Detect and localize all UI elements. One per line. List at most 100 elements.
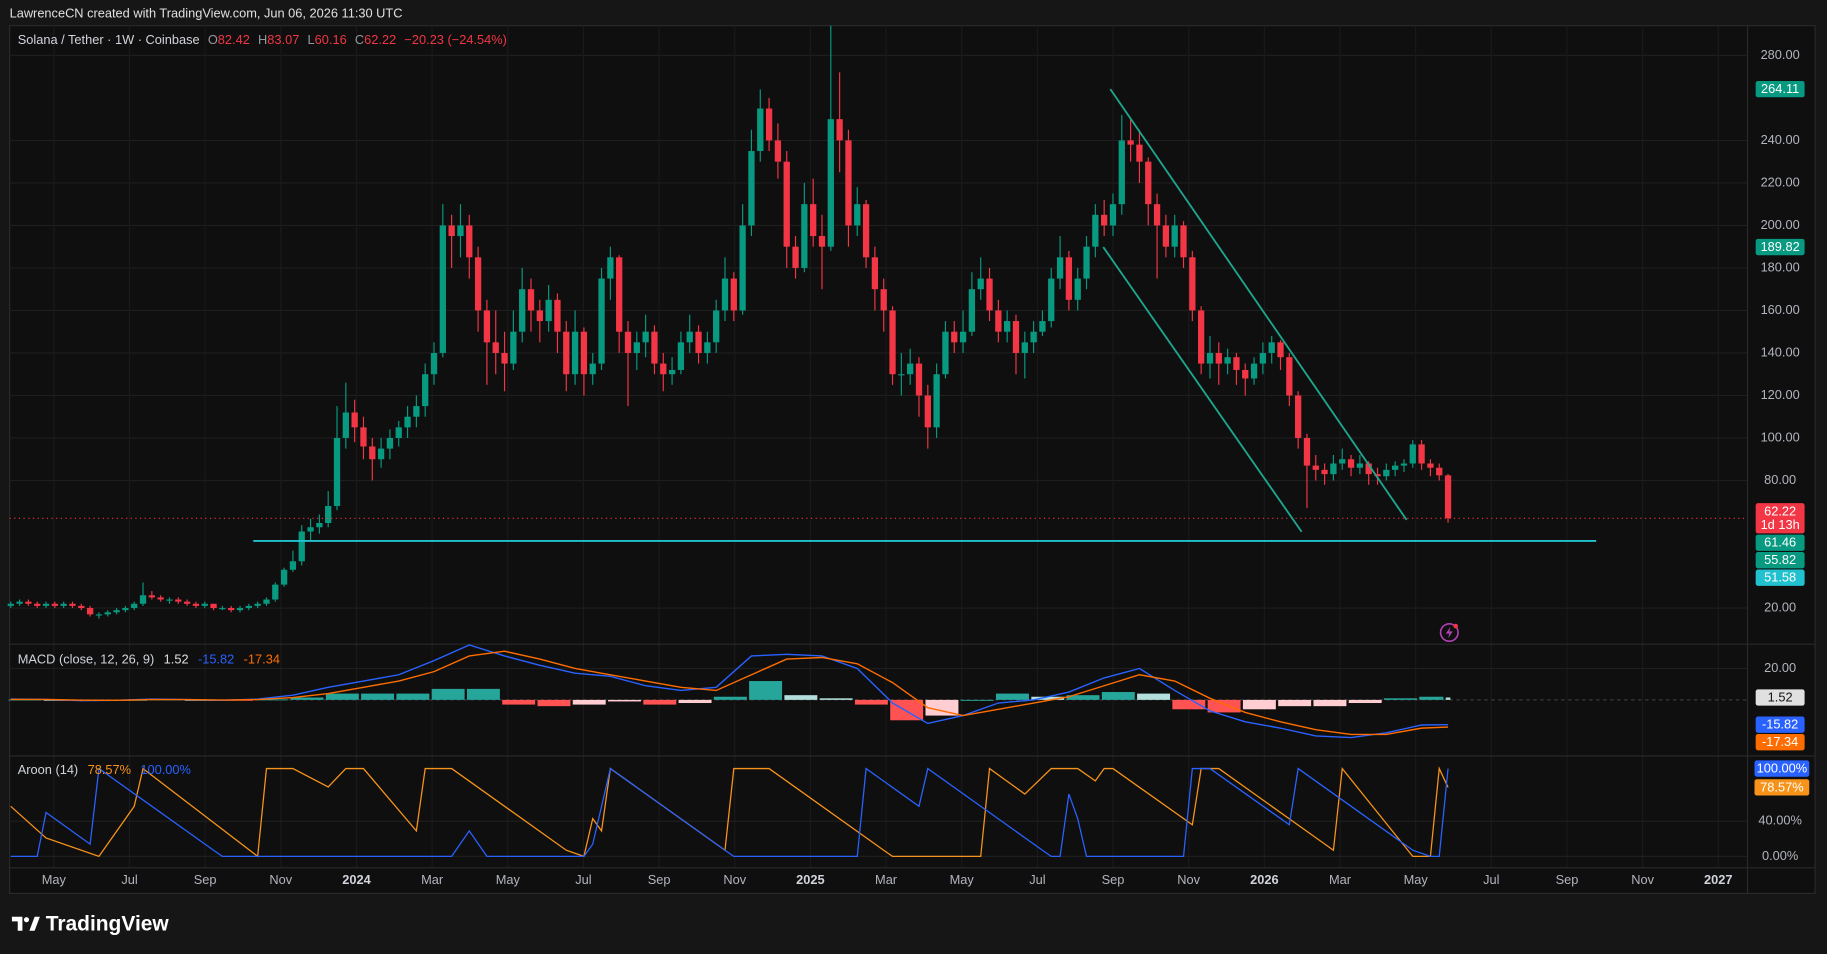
- candle-body: [563, 331, 570, 375]
- candle-body: [1277, 342, 1284, 358]
- x-tick-label: May: [496, 872, 521, 887]
- candle-body: [986, 278, 993, 311]
- macd-histogram-bar: [996, 693, 1029, 700]
- candle-body: [1048, 278, 1055, 322]
- candle-body: [1365, 463, 1372, 475]
- alert-icon[interactable]: [1439, 622, 1459, 643]
- candle-body: [1242, 369, 1249, 379]
- candle-body: [386, 437, 394, 449]
- candle-body: [1153, 204, 1161, 226]
- x-tick-label: Jul: [1029, 872, 1045, 887]
- candle-body: [519, 289, 526, 332]
- price-badge: [1755, 569, 1805, 586]
- y-tick-label: 180.00: [1761, 259, 1800, 274]
- x-tick-label: Nov: [1631, 872, 1654, 887]
- trend-line: [1102, 246, 1303, 533]
- candle-body: [624, 331, 632, 353]
- price-badge: [1754, 779, 1810, 796]
- y-tick-label: 20.00: [1764, 599, 1796, 614]
- x-tick-label: Nov: [723, 872, 746, 887]
- candle-body: [968, 289, 976, 332]
- candle-body: [492, 342, 499, 353]
- candle-body: [827, 119, 834, 247]
- macd-histogram-bar: [643, 699, 677, 705]
- candle-body: [272, 584, 279, 600]
- candle-body: [1083, 246, 1090, 279]
- macd-histogram-bar: [255, 699, 289, 701]
- x-tick-label: Sep: [1556, 872, 1579, 887]
- y-tick-label: 160.00: [1761, 302, 1800, 317]
- candle-body: [474, 257, 482, 311]
- price-badge-label: 78.57%: [1760, 779, 1803, 794]
- candle-body: [183, 601, 191, 604]
- candle-body: [1118, 140, 1125, 205]
- axes: 20.00 80.00 100.00 120.00 140.00 160.00 180.00…: [42, 47, 1810, 887]
- candle-body: [1180, 225, 1187, 258]
- x-tick-label: 2027: [1704, 872, 1732, 887]
- candle-body: [342, 412, 349, 438]
- candle-body: [959, 331, 967, 343]
- price-badge-label: 51.58: [1764, 570, 1796, 585]
- price-badge-label: 55.82: [1764, 552, 1796, 567]
- candle-body: [607, 257, 614, 279]
- plot: [7, 25, 1748, 858]
- candle-body: [466, 225, 473, 258]
- candle-body: [139, 595, 147, 604]
- candle-body: [95, 614, 103, 616]
- x-tick-label: Mar: [875, 872, 898, 887]
- aroon-line: [10, 767, 1449, 858]
- candle-body: [510, 331, 517, 364]
- candle-body: [642, 331, 649, 343]
- y-tick-label: 40.00%: [1758, 813, 1801, 828]
- candle-body: [1444, 475, 1452, 519]
- candle-body: [1383, 469, 1390, 477]
- candle-body: [924, 395, 931, 428]
- x-tick-label: 2024: [342, 872, 371, 887]
- price-badge-label: 189.82: [1761, 239, 1800, 254]
- high-key: H: [258, 32, 267, 47]
- macd-histogram-bar: [325, 693, 359, 700]
- candle-body: [792, 246, 799, 268]
- candle-body: [898, 374, 905, 376]
- grid: [9, 25, 1748, 868]
- candle-body: [713, 310, 720, 343]
- x-tick-label: Mar: [421, 872, 444, 887]
- candle-body: [730, 278, 737, 311]
- y-tick-label: 80.00: [1764, 472, 1796, 487]
- candle-body: [333, 437, 341, 506]
- y-tick-label: 240.00: [1761, 132, 1800, 147]
- credit: LawrenceCN created with TradingView.com,…: [10, 5, 403, 20]
- candle-body: [995, 310, 1002, 332]
- candle-body: [1268, 342, 1275, 353]
- candle-body: [16, 601, 23, 604]
- candle-body: [457, 225, 464, 237]
- price-badge-label: 61.46: [1764, 535, 1796, 550]
- open-key: O: [208, 32, 218, 47]
- macd-histogram-bar: [960, 699, 994, 701]
- macd-histogram-bar: [1066, 695, 1100, 700]
- price-badge: [1755, 503, 1805, 534]
- macd-hist-value: 1.52: [164, 652, 189, 667]
- alert-circle[interactable]: [1439, 622, 1459, 643]
- candle-body: [1206, 352, 1214, 364]
- aroon-down-value: 100.00%: [140, 763, 191, 778]
- candle-body: [1145, 161, 1152, 205]
- candle-body: [880, 289, 887, 311]
- brand-logo[interactable]: TradingView: [11, 912, 170, 935]
- candle-body: [1136, 144, 1143, 162]
- y-tick-label: 280.00: [1761, 47, 1800, 62]
- candle-body: [554, 299, 561, 332]
- macd-histogram-bar: [749, 681, 783, 700]
- candle-body: [721, 278, 729, 311]
- macd-histogram-bar: [572, 699, 606, 705]
- candle-body: [536, 310, 543, 322]
- candle-body: [862, 204, 870, 258]
- candle-body: [42, 603, 50, 606]
- macd-histogram-bar: [608, 699, 641, 702]
- macd-histogram-bar: [713, 696, 747, 700]
- candle-body: [175, 599, 182, 602]
- candle-body: [845, 140, 852, 226]
- candle-body: [51, 603, 58, 606]
- low-value: 60.16: [315, 32, 347, 47]
- y-tick-label: 20.00: [1764, 660, 1796, 675]
